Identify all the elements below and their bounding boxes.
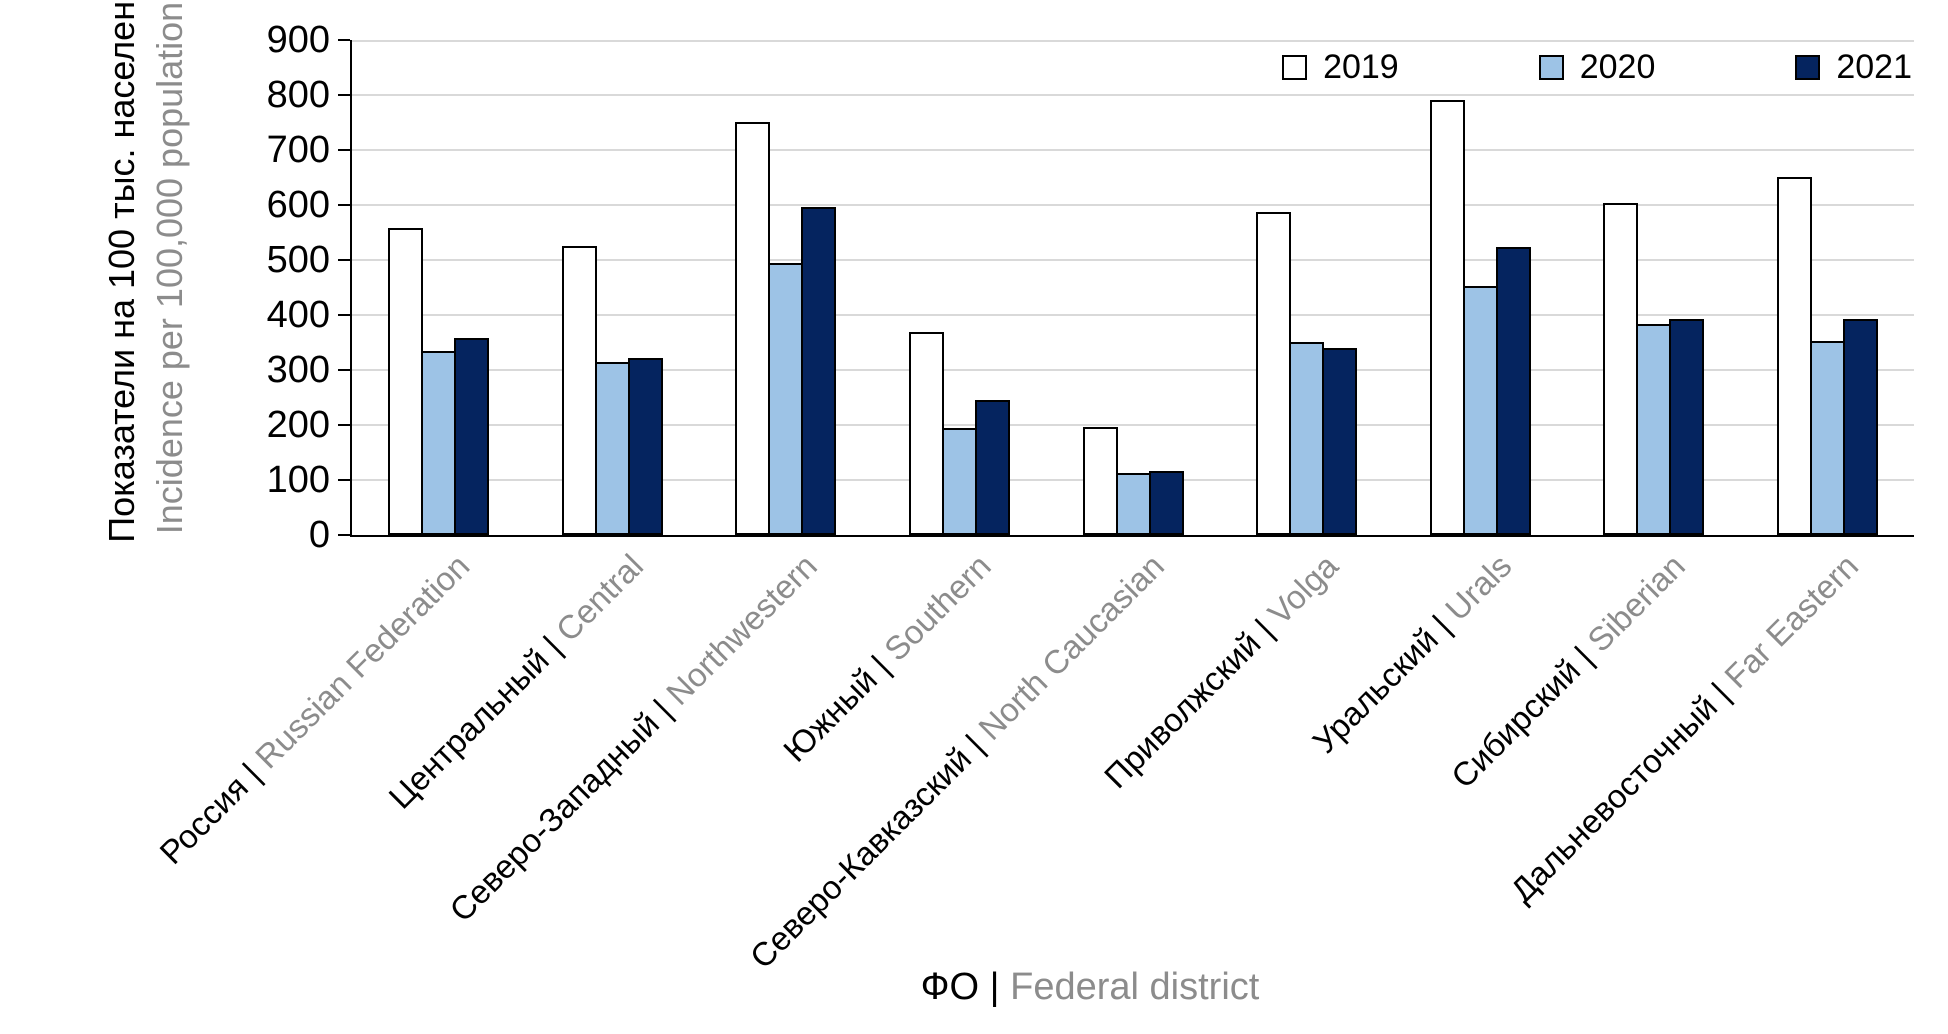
bar-2021-urals [1495, 247, 1531, 535]
bar-2020-volga [1289, 341, 1325, 535]
legend-entry-2021: 2021 [1795, 48, 1912, 87]
gridline-600 [352, 204, 1914, 206]
y-tick-mark-600 [338, 204, 350, 206]
plot-area [350, 40, 1914, 537]
bar-2019-siberian [1603, 203, 1639, 535]
bar-2019-central [561, 245, 597, 535]
y-tick-label-600: 600 [266, 184, 330, 226]
bar-2019-southern [908, 331, 944, 535]
x-axis-label-russian: Центральный [381, 641, 557, 816]
bar-2019-russian-federation [388, 228, 424, 535]
y-tick-mark-700 [338, 149, 350, 151]
bar-2020-north-caucasian [1115, 473, 1151, 535]
bar-2020-siberian [1636, 324, 1672, 535]
x-axis-label-russian: Приволжский [1096, 624, 1268, 796]
x-axis-label-far-eastern: Дальневосточный | Far Eastern [1503, 547, 1866, 910]
x-axis-label-english: Volga [1260, 547, 1345, 632]
x-axis-label-english: Siberian [1580, 547, 1692, 659]
legend-label-2021: 2021 [1836, 48, 1912, 86]
x-axis-label-english: Southern [876, 547, 998, 668]
x-axis-label-russian: Южный [775, 660, 884, 769]
x-axis-label-english: Central [549, 547, 651, 649]
gridline-800 [352, 94, 1914, 96]
bar-2021-volga [1322, 348, 1358, 535]
bar-2021-far-eastern [1842, 319, 1878, 535]
y-tick-label-700: 700 [266, 129, 330, 171]
x-axis-label-northwestern: Северо-Западный | Northwestern [442, 547, 824, 929]
y-tick-mark-200 [338, 424, 350, 426]
x-axis-label-english: North Caucasian [971, 547, 1172, 747]
x-axis-label-english: Far Eastern [1717, 547, 1866, 696]
legend: 2019 2020 2021 [1282, 48, 1912, 87]
bar-2021-southern [974, 400, 1010, 535]
legend-label-2019: 2019 [1323, 48, 1399, 86]
gridline-200 [352, 424, 1914, 426]
x-axis-label-russian-federation: Россия | Russian Federation [153, 547, 478, 872]
y-tick-label-500: 500 [266, 239, 330, 281]
y-tick-label-400: 400 [266, 294, 330, 336]
bar-2020-far-eastern [1809, 340, 1845, 535]
x-axis-label-russian: Уральский [1305, 620, 1445, 761]
y-tick-mark-400 [338, 314, 350, 316]
y-tick-mark-300 [338, 369, 350, 371]
y-tick-label-300: 300 [266, 349, 330, 391]
bar-2020-southern [941, 427, 977, 535]
bar-2020-northwestern [768, 263, 804, 535]
y-tick-mark-900 [338, 39, 350, 41]
bar-2020-russian-federation [421, 351, 457, 535]
bar-2020-central [594, 362, 630, 535]
gridline-700 [352, 149, 1914, 151]
x-axis-title-separator: | [979, 966, 1011, 1008]
legend-label-2020: 2020 [1579, 48, 1656, 86]
y-tick-label-800: 800 [266, 74, 330, 116]
bar-2021-siberian [1669, 319, 1705, 535]
bar-2019-far-eastern [1776, 176, 1812, 535]
x-axis-title-russian: ФО [920, 966, 980, 1008]
gridline-500 [352, 259, 1914, 261]
x-axis-label-russian: Сибирский [1443, 651, 1588, 796]
x-axis-title-english: Federal district [1010, 966, 1260, 1008]
x-axis-title: ФО | Federal district [921, 966, 1260, 1009]
y-tick-mark-100 [338, 479, 350, 481]
bar-2021-russian-federation [454, 338, 490, 535]
y-tick-label-900: 900 [266, 19, 330, 61]
legend-swatch-2019-icon [1282, 55, 1308, 80]
bar-2019-north-caucasian [1082, 426, 1118, 535]
x-axis-label-russian: Северо-Кавказский [742, 739, 979, 976]
gridline-900 [352, 40, 1914, 42]
x-axis-label-english: Northwestern [659, 547, 825, 712]
x-axis-label-russian: Россия [152, 768, 256, 872]
bar-2020-urals [1462, 286, 1498, 535]
y-tick-label-200: 200 [266, 404, 330, 446]
bar-2021-central [627, 357, 663, 535]
legend-entry-2020: 2020 [1538, 48, 1656, 87]
bar-2019-northwestern [735, 121, 771, 535]
y-tick-label-0: 0 [308, 514, 330, 556]
y-tick-mark-500 [338, 259, 350, 261]
bar-2019-urals [1429, 99, 1465, 535]
legend-swatch-2021-icon [1795, 55, 1821, 80]
bar-2019-volga [1256, 211, 1292, 535]
y-axis-title-russian: Показатели на 100 тыс. населения [101, 0, 142, 543]
legend-entry-2019: 2019 [1282, 48, 1399, 87]
y-tick-mark-0 [338, 534, 350, 536]
y-tick-mark-800 [338, 94, 350, 96]
bar-2021-northwestern [801, 207, 837, 535]
gridline-300 [352, 369, 1914, 371]
gridline-400 [352, 314, 1914, 316]
legend-swatch-2020-icon [1538, 55, 1564, 80]
bar-2021-north-caucasian [1148, 470, 1184, 535]
y-tick-label-100: 100 [266, 459, 330, 501]
